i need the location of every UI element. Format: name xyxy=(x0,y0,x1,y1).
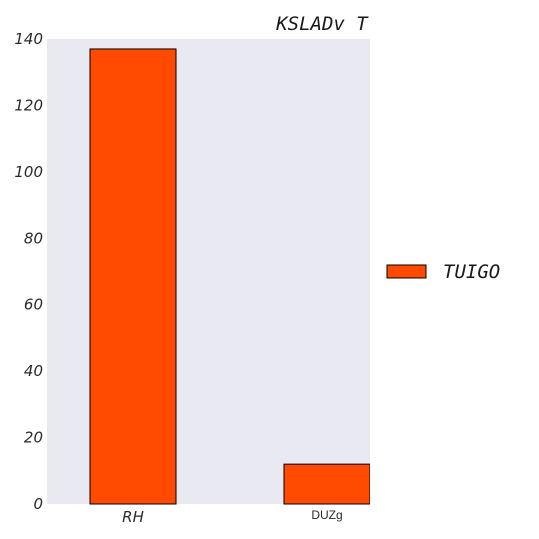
x-tick-label-rh: RH xyxy=(122,508,144,526)
bar-duzg xyxy=(283,463,370,505)
chart-title: KSLADv T xyxy=(275,13,369,35)
legend: TUIGO xyxy=(386,261,500,283)
y-tick-label: 20 xyxy=(24,429,43,447)
bars-group xyxy=(89,48,370,505)
legend-swatch-tuigo xyxy=(386,264,427,279)
y-tick-label: 60 xyxy=(24,296,43,314)
x-axis-ticks: RH DUZg xyxy=(122,508,343,526)
y-axis-ticks: 0 20 40 60 80 100 120 140 xyxy=(14,30,43,513)
y-tick-label: 80 xyxy=(24,229,43,247)
y-tick-label: 100 xyxy=(14,163,43,181)
legend-label-tuigo: TUIGO xyxy=(443,261,500,283)
bar-rh xyxy=(89,48,177,505)
y-tick-label: 40 xyxy=(24,362,43,380)
y-tick-label: 120 xyxy=(14,96,43,114)
y-tick-label: 0 xyxy=(33,495,43,513)
y-tick-label: 140 xyxy=(14,30,43,48)
x-tick-label-duzg: DUZg xyxy=(311,508,342,522)
